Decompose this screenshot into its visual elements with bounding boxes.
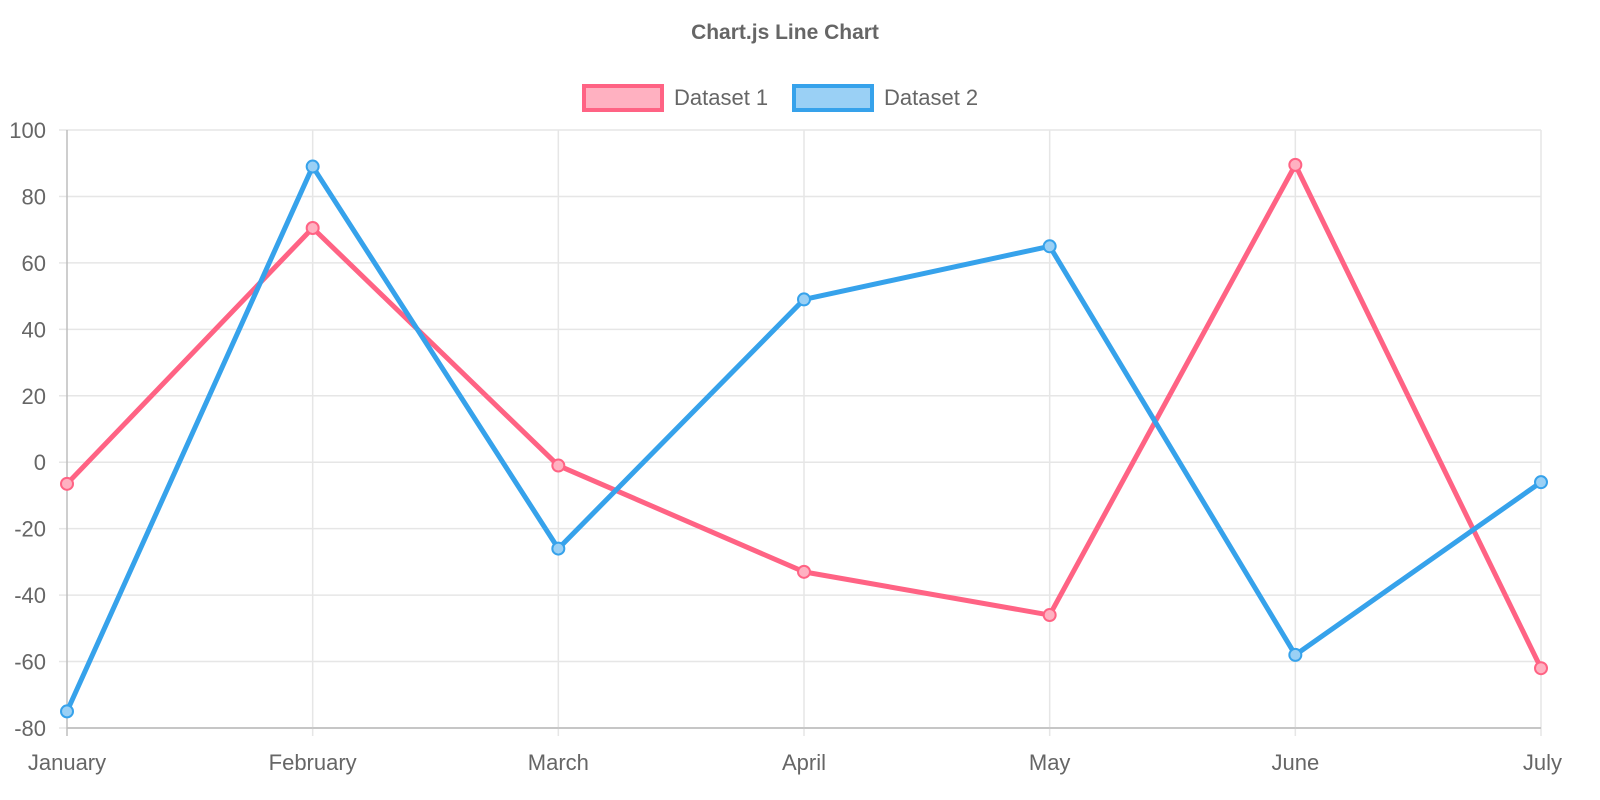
y-tick-label: -40 <box>14 583 46 608</box>
y-tick-label: 80 <box>22 184 46 209</box>
data-point-dataset-2[interactable] <box>60 704 74 719</box>
data-point-dataset-2[interactable] <box>1042 239 1057 254</box>
data-point-dataset-1[interactable] <box>1042 608 1057 623</box>
legend-swatch-dataset-2 <box>792 84 874 112</box>
series-layer <box>60 157 1548 719</box>
data-point-dataset-1[interactable] <box>551 458 566 473</box>
y-tick-label: 0 <box>34 450 46 475</box>
y-tick-label: -80 <box>14 716 46 741</box>
data-point-dataset-1[interactable] <box>305 221 320 236</box>
series-dataset-1 <box>60 157 1548 676</box>
y-tick-label: 20 <box>22 384 46 409</box>
legend-label-dataset-2: Dataset 2 <box>884 85 978 110</box>
x-tick-label: May <box>1029 750 1071 775</box>
axes: 100 80 60 40 20 0 -20 -40 -60 -80 January February M… <box>9 118 1562 775</box>
legend-label-dataset-1: Dataset 1 <box>674 85 768 110</box>
data-point-dataset-1[interactable] <box>797 564 811 579</box>
y-tick-label: 100 <box>9 118 46 143</box>
x-tick-label: July <box>1523 750 1562 775</box>
data-point-dataset-1[interactable] <box>1534 661 1548 676</box>
data-point-dataset-2[interactable] <box>551 541 566 556</box>
x-tick-label: June <box>1271 750 1319 775</box>
y-tick-label: 60 <box>22 251 46 276</box>
data-point-dataset-1[interactable] <box>1288 157 1303 172</box>
y-tick-label: -60 <box>14 650 46 675</box>
grid-lines <box>59 129 1542 736</box>
data-point-dataset-2[interactable] <box>797 292 811 307</box>
series-dataset-2 <box>60 159 1548 719</box>
legend-item-dataset-2[interactable]: Dataset 2 <box>792 84 978 112</box>
data-point-dataset-1[interactable] <box>60 476 74 491</box>
x-tick-label: April <box>782 750 826 775</box>
x-tick-label: January <box>28 750 106 775</box>
y-tick-label: 40 <box>22 317 46 342</box>
legend-item-dataset-1[interactable]: Dataset 1 <box>582 84 768 112</box>
data-point-dataset-2[interactable] <box>1288 647 1303 662</box>
x-tick-label: March <box>528 750 589 775</box>
data-point-dataset-2[interactable] <box>1534 475 1548 490</box>
legend: Dataset 1 Dataset 2 <box>582 84 978 112</box>
data-point-dataset-2[interactable] <box>305 159 320 174</box>
y-tick-label: -20 <box>14 517 46 542</box>
x-tick-label: February <box>269 750 357 775</box>
chart-title: Chart.js Line Chart <box>691 21 879 44</box>
legend-swatch-dataset-1 <box>582 84 664 112</box>
